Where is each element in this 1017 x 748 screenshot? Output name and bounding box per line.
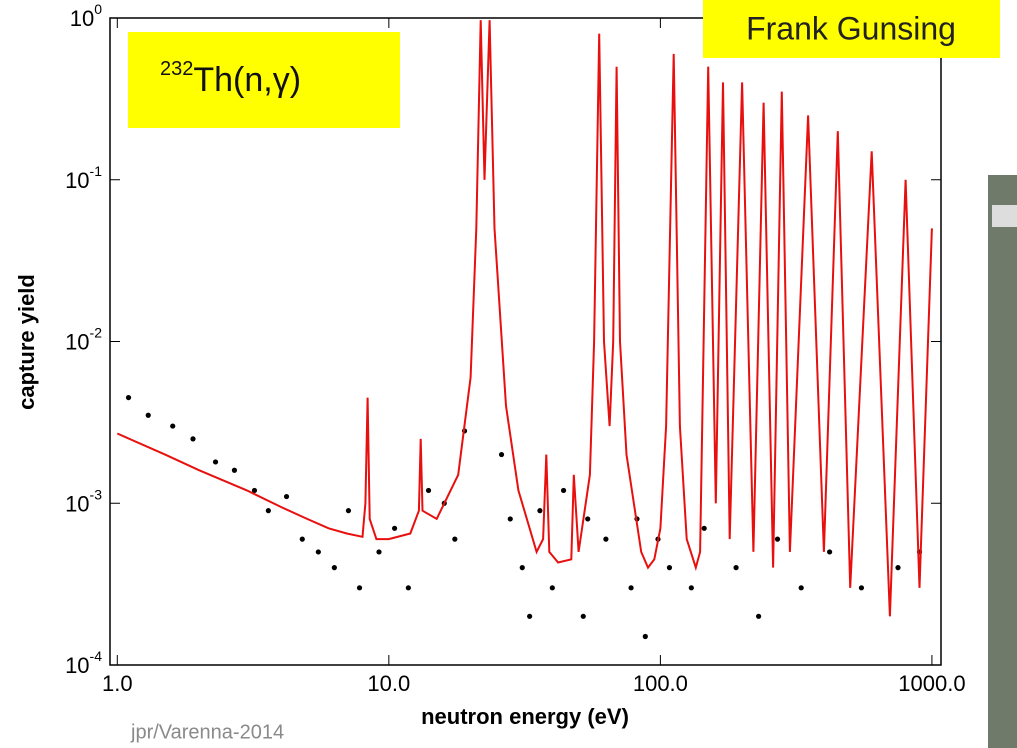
data-point xyxy=(405,585,411,591)
data-point xyxy=(733,565,739,571)
data-point xyxy=(549,585,555,591)
y-tick-exponent: -2 xyxy=(90,324,103,340)
map-control xyxy=(992,205,1017,227)
data-point xyxy=(798,585,804,591)
y-axis-label: capture yield xyxy=(14,274,39,410)
data-point xyxy=(425,487,432,494)
y-tick-exponent: -4 xyxy=(90,648,103,664)
data-point xyxy=(498,451,505,458)
data-point xyxy=(701,525,707,531)
data-point xyxy=(580,613,586,619)
x-tick-label: 10.0 xyxy=(367,671,410,696)
x-axis-label: neutron energy (eV) xyxy=(421,704,629,729)
y-tick-exponent: 0 xyxy=(94,1,102,17)
y-tick-label: 10-2 xyxy=(65,324,102,354)
data-point xyxy=(251,487,258,494)
y-tick-label: 10-4 xyxy=(65,648,102,678)
data-point xyxy=(356,585,363,591)
data-point xyxy=(231,467,238,473)
author: Frank Gunsing xyxy=(746,10,956,46)
data-point xyxy=(642,633,648,640)
y-tick-base: 10 xyxy=(70,6,94,31)
data-point xyxy=(376,549,382,555)
data-point xyxy=(507,516,513,522)
author-box xyxy=(703,0,1000,58)
data-point xyxy=(145,412,151,418)
data-point xyxy=(774,536,781,542)
y-tick-base: 10 xyxy=(65,329,89,354)
reaction-mass: 232 xyxy=(160,58,193,80)
data-point xyxy=(315,549,321,555)
data-point xyxy=(125,394,132,401)
data-point xyxy=(628,585,634,591)
y-tick-label: 10-3 xyxy=(65,486,102,516)
x-tick-label: 1.0 xyxy=(102,671,133,696)
data-point xyxy=(283,493,290,500)
data-point xyxy=(452,536,458,542)
y-tick-base: 10 xyxy=(65,168,89,193)
data-point xyxy=(212,459,219,465)
data-point xyxy=(537,508,543,514)
data-point xyxy=(666,565,673,571)
data-point xyxy=(756,613,762,619)
y-tick-label: 10-1 xyxy=(65,162,102,192)
data-point xyxy=(585,516,591,522)
data-point xyxy=(827,549,833,555)
data-point xyxy=(519,565,525,571)
data-point xyxy=(331,565,337,571)
data-point xyxy=(391,525,398,531)
data-point xyxy=(858,585,865,591)
data-point xyxy=(527,613,533,619)
reaction: 232Th(n,γ) xyxy=(160,58,301,99)
plot-frame xyxy=(109,17,942,666)
data-point xyxy=(299,536,305,542)
data-point xyxy=(688,585,694,591)
plot xyxy=(110,17,941,666)
fit-curve xyxy=(116,20,933,617)
data-point xyxy=(190,436,196,442)
x-tick-label: 1000.0 xyxy=(898,671,965,696)
data-point xyxy=(170,423,176,429)
reaction-text: Th(n,γ) xyxy=(193,61,301,99)
x-tick-label: 100.0 xyxy=(633,671,688,696)
map-photo xyxy=(988,175,1017,748)
y-tick-base: 10 xyxy=(65,653,89,678)
data-point xyxy=(895,565,901,571)
credit: jpr/Varenna-2014 xyxy=(130,721,284,743)
data-point xyxy=(603,536,609,542)
data-point xyxy=(265,508,271,514)
reaction-box xyxy=(128,32,400,128)
y-tick-exponent: -3 xyxy=(90,486,103,502)
y-tick-base: 10 xyxy=(65,491,89,516)
data-point xyxy=(345,508,352,514)
data-point xyxy=(560,487,567,494)
y-tick-exponent: -1 xyxy=(90,162,103,178)
y-tick-label: 100 xyxy=(70,1,102,31)
